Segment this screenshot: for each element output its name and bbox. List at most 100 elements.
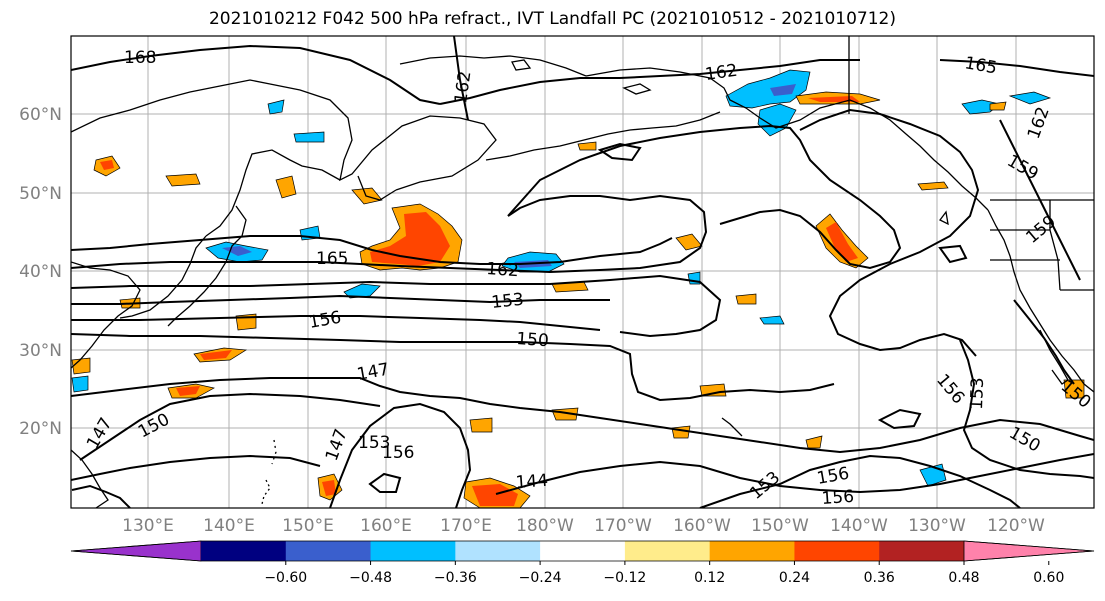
contour-label: 150 [516, 329, 550, 351]
contour-line [495, 453, 1094, 495]
contour-line [79, 392, 381, 461]
negative-anomaly-patch [770, 84, 796, 96]
asia-coastline [71, 79, 497, 191]
lat-label: 40°N [19, 262, 62, 282]
positive-anomaly-patch [100, 160, 114, 170]
colorbar-tick-label: −0.24 [519, 570, 562, 586]
contour-line [71, 454, 321, 481]
colorbar-tick-label: −0.60 [264, 570, 307, 586]
lon-label: 150°E [282, 516, 334, 536]
contour-line [71, 333, 835, 402]
lat-label: 30°N [19, 341, 62, 361]
negative-anomaly-patch [267, 99, 285, 115]
contour-line [799, 108, 980, 357]
contour-line [597, 142, 642, 162]
contour-label: 162 [704, 61, 739, 85]
contour-line [368, 472, 402, 493]
positive-anomaly-patch [275, 175, 297, 199]
japan-coast [119, 235, 207, 319]
positive-anomaly-patch [322, 480, 336, 496]
lat-label: 50°N [19, 184, 62, 204]
colorbar-tick-label: 0.36 [864, 570, 895, 586]
contour-line [71, 315, 601, 331]
positive-anomaly-patch [989, 101, 1007, 111]
lon-label: 180°W [516, 516, 574, 536]
colorbar-tick-label: −0.48 [349, 570, 392, 586]
philippines-coast [71, 449, 109, 508]
positive-anomaly-patch [826, 222, 858, 262]
positive-anomaly-patch [1063, 379, 1085, 399]
positive-anomaly-patch [675, 233, 703, 251]
positive-anomaly-patch [469, 417, 493, 433]
contour-line [71, 484, 131, 508]
colorbar-extend-min [70, 540, 202, 562]
colorbar-segment [540, 541, 626, 561]
aleutian-chain [485, 111, 721, 161]
positive-anomaly-patch [577, 141, 597, 151]
colorbar-tick-label: 0.24 [779, 570, 810, 586]
contour-line [1013, 299, 1075, 385]
positive-anomaly-patch [71, 357, 91, 375]
contour-label: 153 [967, 377, 988, 410]
contour-line [938, 244, 968, 264]
contour-line [71, 294, 610, 305]
latitude-labels: 60°N 50°N 40°N 30°N 20°N [19, 105, 62, 439]
lon-label: 160°E [360, 516, 412, 536]
mariana-islands [271, 439, 277, 465]
colorbar-segment [709, 541, 795, 561]
kamchatka-coast [357, 175, 397, 201]
n-america-coast [987, 209, 1094, 393]
contour-line [71, 377, 1094, 454]
contour-label: 144 [515, 471, 549, 493]
baja-coast [1039, 329, 1069, 385]
positive-anomaly-patch [370, 212, 450, 266]
contour-label: 156 [821, 487, 855, 509]
lat-label: 20°N [19, 419, 62, 439]
lon-label: 170°W [594, 516, 652, 536]
map-panel [71, 36, 1094, 508]
lat-label: 60°N [19, 105, 62, 125]
refractivity-contours [71, 36, 1094, 508]
contour-line [71, 235, 673, 265]
negative-anomaly-patch [71, 375, 89, 393]
longitude-labels: 130°E 140°E 150°E 160°E 170°E 180°W 170°… [122, 516, 1045, 536]
china-coast [71, 261, 141, 369]
lon-label: 130°W [908, 516, 966, 536]
contour-line [877, 408, 922, 430]
positive-anomaly-patch [176, 386, 200, 396]
contour-line [939, 59, 1094, 77]
lon-label: 120°W [987, 516, 1045, 536]
colorbar-tick-label: −0.12 [603, 570, 646, 586]
negative-anomaly-patch [1008, 91, 1052, 105]
lon-label: 130°E [122, 516, 174, 536]
contour-line [71, 274, 722, 338]
colorbar-tick-label: 0.60 [1033, 570, 1064, 586]
positive-anomaly-patch [200, 350, 232, 360]
contour-label: 165 [316, 249, 348, 269]
contour-label: 168 [124, 48, 156, 68]
contour-label: 153 [490, 290, 524, 313]
positive-anomaly-patch [917, 181, 949, 191]
map-border [70, 35, 1095, 509]
colorbar-outline [70, 540, 1095, 562]
gridlines [71, 36, 1094, 508]
colorbar-extend-max [963, 540, 1095, 562]
positive-anomaly-patch [735, 293, 757, 305]
colorbar-segment [285, 541, 372, 561]
contour-label: 162 [486, 259, 520, 281]
negative-anomaly-patch [222, 246, 252, 256]
contour-line [999, 119, 1081, 281]
contour-line [699, 454, 1021, 508]
lon-label: 150°W [751, 516, 809, 536]
contour-line [329, 402, 472, 508]
contour-line [71, 194, 708, 274]
coastlines [71, 36, 1094, 508]
negative-anomaly-patch [759, 315, 785, 325]
contour-line [507, 124, 902, 270]
chukotka-coast [399, 55, 485, 65]
island [939, 210, 949, 226]
island [622, 83, 652, 95]
lon-label: 140°W [830, 516, 888, 536]
lon-label: 140°E [203, 516, 255, 536]
